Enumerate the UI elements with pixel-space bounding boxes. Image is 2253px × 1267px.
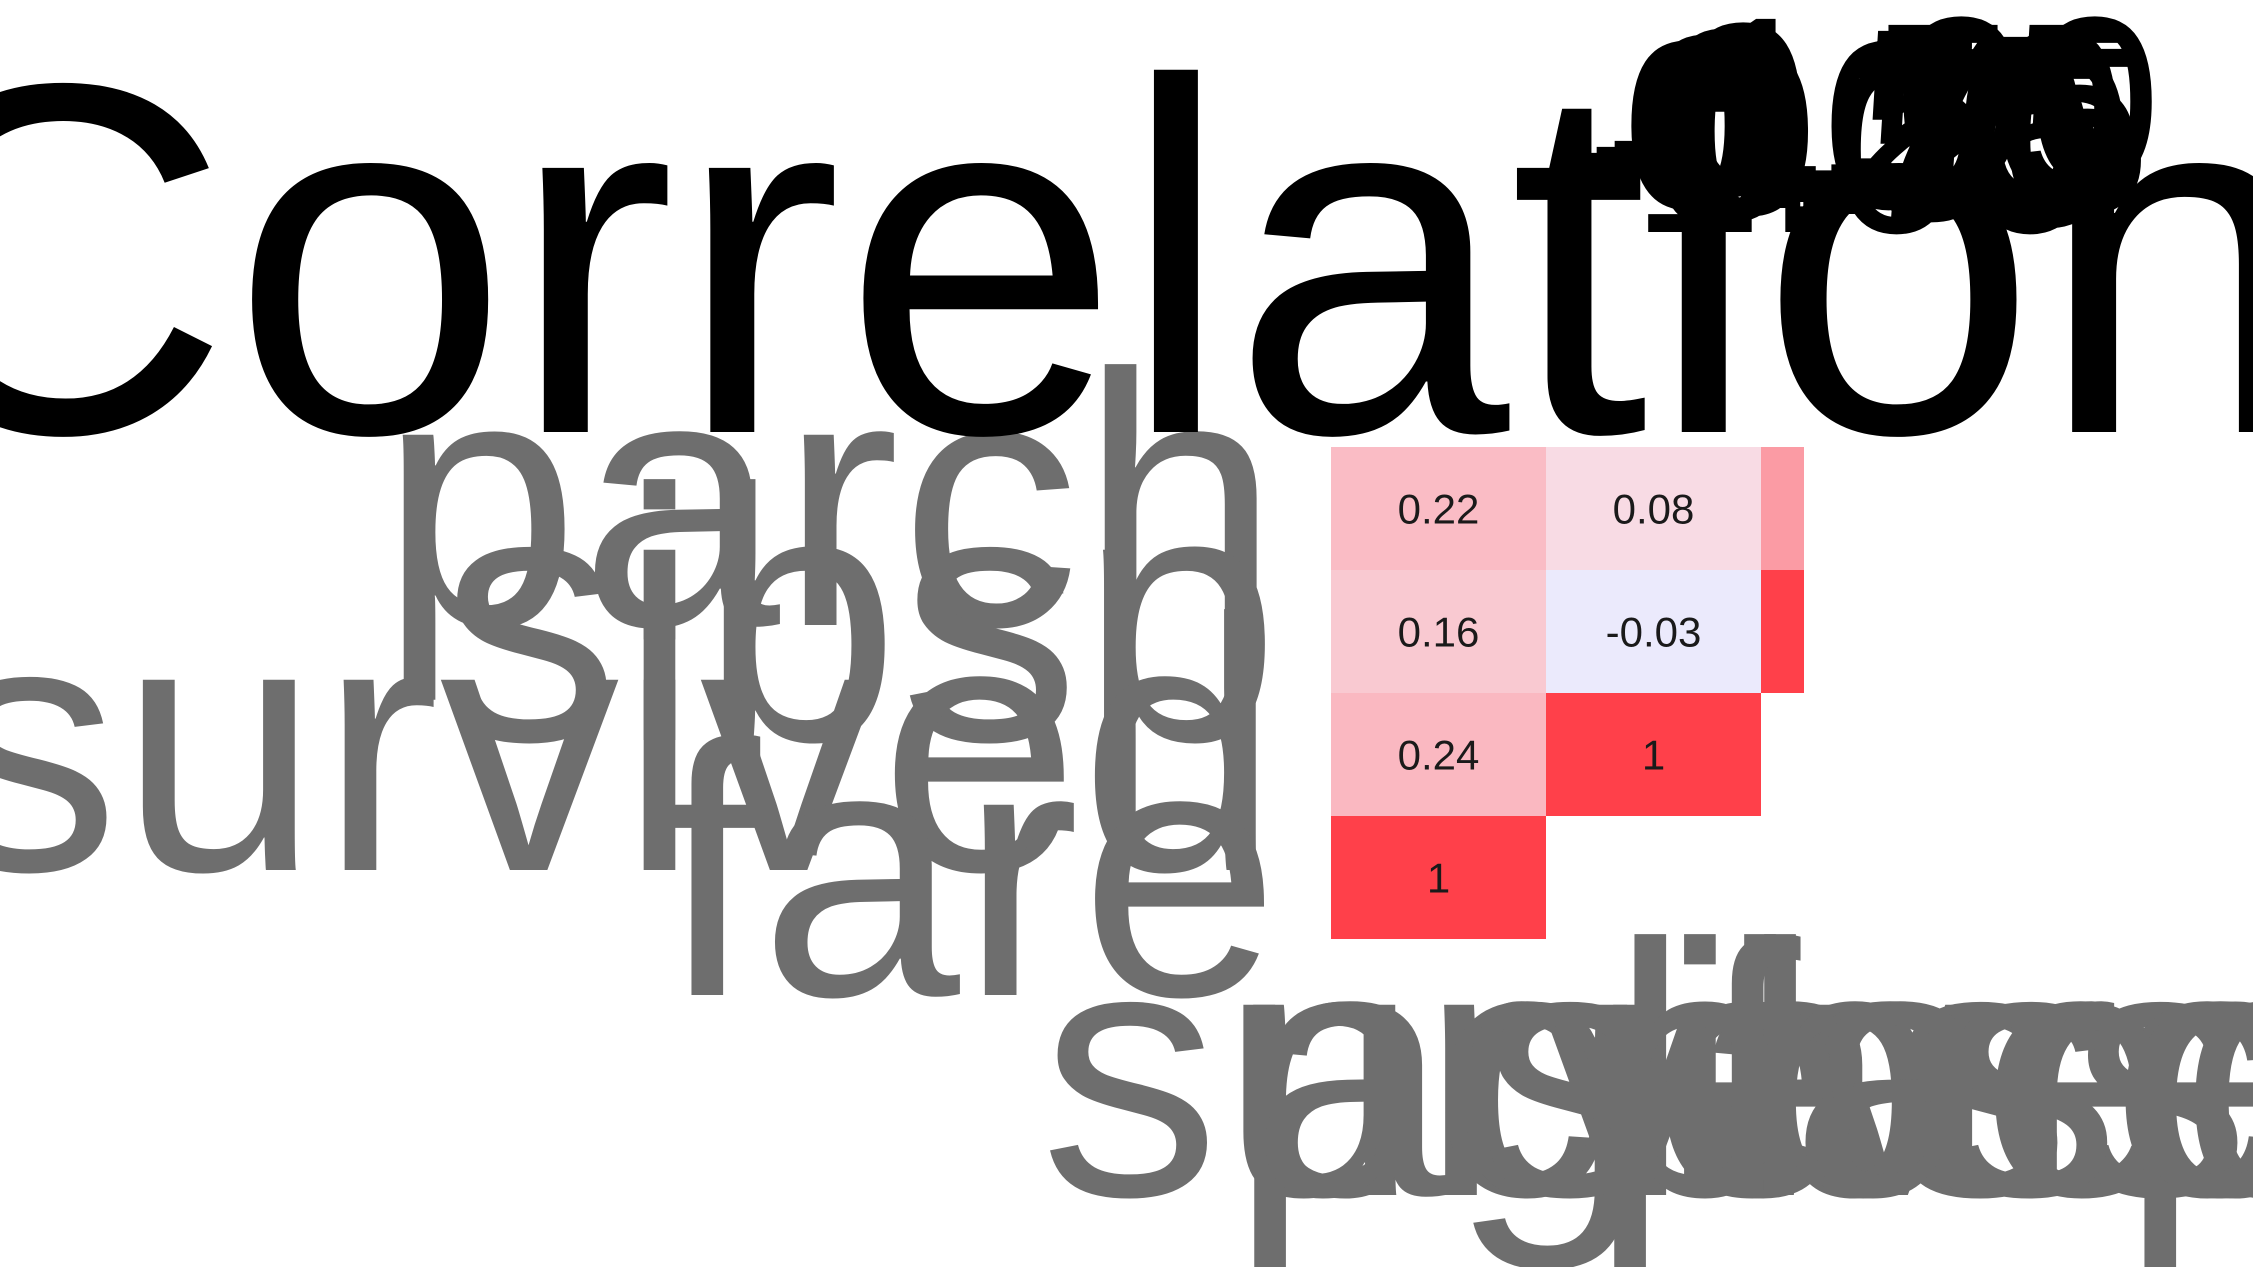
heatmap-cell-survived-sibsp bbox=[1331, 570, 1546, 693]
heatmap-cell-survived-parch bbox=[1331, 447, 1546, 570]
x-tick-age: age bbox=[1250, 870, 1851, 1267]
colorbar-tick-labels: -1.00-0.75-0.50-0.250.000.250.500.751.00 bbox=[1550, 0, 2161, 283]
heatmap-cell-pclass-sibsp bbox=[1546, 570, 1761, 693]
y-tick-parch: parch bbox=[379, 300, 1280, 704]
colorbar-tick-3: -0.25 bbox=[1604, 0, 2151, 265]
cell-label-pclass-fare: 1 bbox=[1642, 732, 1665, 779]
heatmap-cell-age-sibsp bbox=[1761, 570, 1804, 693]
heatmap-cell-labels: 1 0.24 0.16 0.22 1 -0.03 0.08 bbox=[1398, 486, 1702, 902]
cell-label-survived-survived: 1 bbox=[1427, 855, 1450, 902]
colorbar-tick-0: -1.00 bbox=[1550, 15, 2097, 283]
x-tick-parch: parch bbox=[1590, 870, 2253, 1267]
colorbar-tick-5: 0.25 bbox=[1640, 0, 2107, 253]
y-tick-sibsp: sibsp bbox=[440, 415, 1280, 819]
heatmap-cell-pclass-fare bbox=[1546, 693, 1761, 816]
y-tick-fare: fare bbox=[660, 670, 1280, 1072]
heatmap-cell-pclass-parch bbox=[1546, 447, 1761, 570]
cell-label-survived-sibsp: 0.16 bbox=[1398, 609, 1480, 656]
y-tick-survived: survived bbox=[0, 545, 1280, 947]
colorbar-tick-1: -0.75 bbox=[1568, 9, 2115, 277]
x-tick-survived: survived bbox=[1040, 870, 2253, 1267]
heatmap-cells bbox=[1331, 447, 1804, 939]
colorbar-tick-7: 0.75 bbox=[1676, 0, 2143, 241]
colorbar-tick-4: 0.00 bbox=[1622, 0, 2089, 259]
chart-title: Correlation Heatmap bbox=[0, 0, 2253, 541]
colorbar-tick-6: 0.50 bbox=[1658, 0, 2125, 247]
colorbar-tick-8: 1.00 bbox=[1694, 0, 2161, 235]
cell-label-survived-parch: 0.22 bbox=[1398, 486, 1480, 533]
cell-label-survived-fare: 0.24 bbox=[1398, 732, 1480, 779]
cell-label-pclass-parch: 0.08 bbox=[1613, 486, 1695, 533]
x-tick-labels: survivedpclassagesibspparchfare bbox=[1040, 870, 2253, 1267]
colorbar-tick-2: -0.50 bbox=[1586, 3, 2133, 271]
heatmap-cell-age-parch bbox=[1761, 447, 1804, 570]
cell-label-pclass-sibsp: -0.03 bbox=[1606, 609, 1702, 656]
heatmap-cell-survived-fare bbox=[1331, 693, 1546, 816]
heatmap-cell-survived-survived bbox=[1331, 816, 1546, 939]
x-tick-fare: fare bbox=[1700, 870, 2253, 1267]
x-tick-pclass: pclass bbox=[1230, 870, 2250, 1267]
x-tick-sibsp: sibsp bbox=[1480, 870, 2253, 1267]
